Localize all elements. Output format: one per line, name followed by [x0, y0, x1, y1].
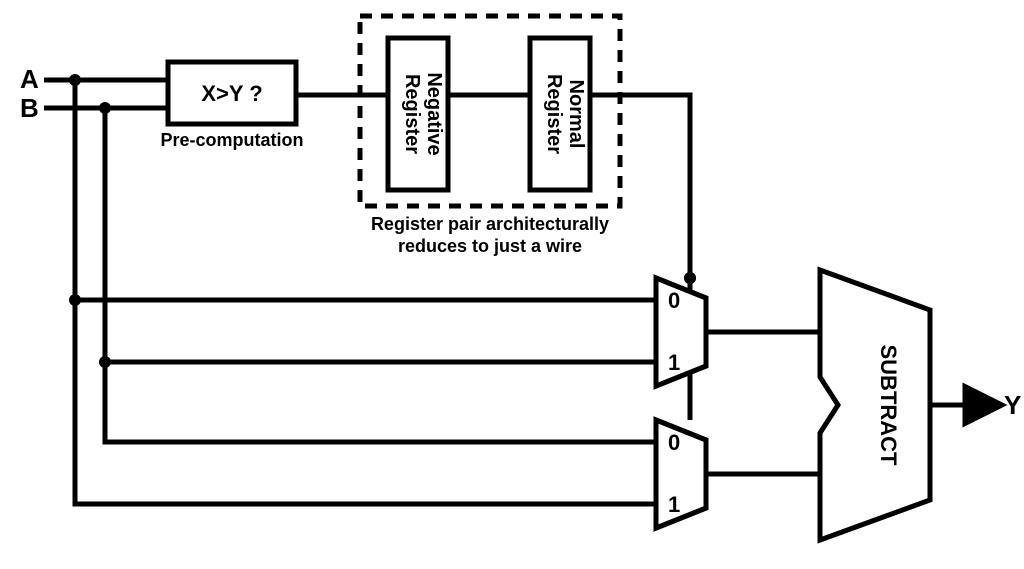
input-a-label: A	[20, 64, 39, 94]
mux-bottom-in0: 0	[668, 430, 680, 455]
comparator-label: X>Y ?	[201, 81, 262, 106]
output-y-label: Y	[1004, 390, 1021, 420]
negative-register-label: NegativeRegister	[401, 72, 445, 155]
mux-top-in1: 1	[668, 350, 680, 375]
input-b-label: B	[20, 93, 39, 123]
mux-top	[656, 278, 706, 386]
mux-top-in0: 0	[668, 288, 680, 313]
register-caption-2: reduces to just a wire	[398, 236, 582, 256]
subtract-block	[820, 270, 930, 540]
subtract-label: SUBTRACT	[876, 345, 901, 467]
comparator-caption: Pre-computation	[160, 130, 303, 150]
mux-bottom	[656, 420, 706, 528]
normal-register-label: NormalRegister	[543, 74, 587, 154]
register-caption-1: Register pair architecturally	[371, 214, 609, 234]
mux-bottom-in1: 1	[668, 492, 680, 517]
